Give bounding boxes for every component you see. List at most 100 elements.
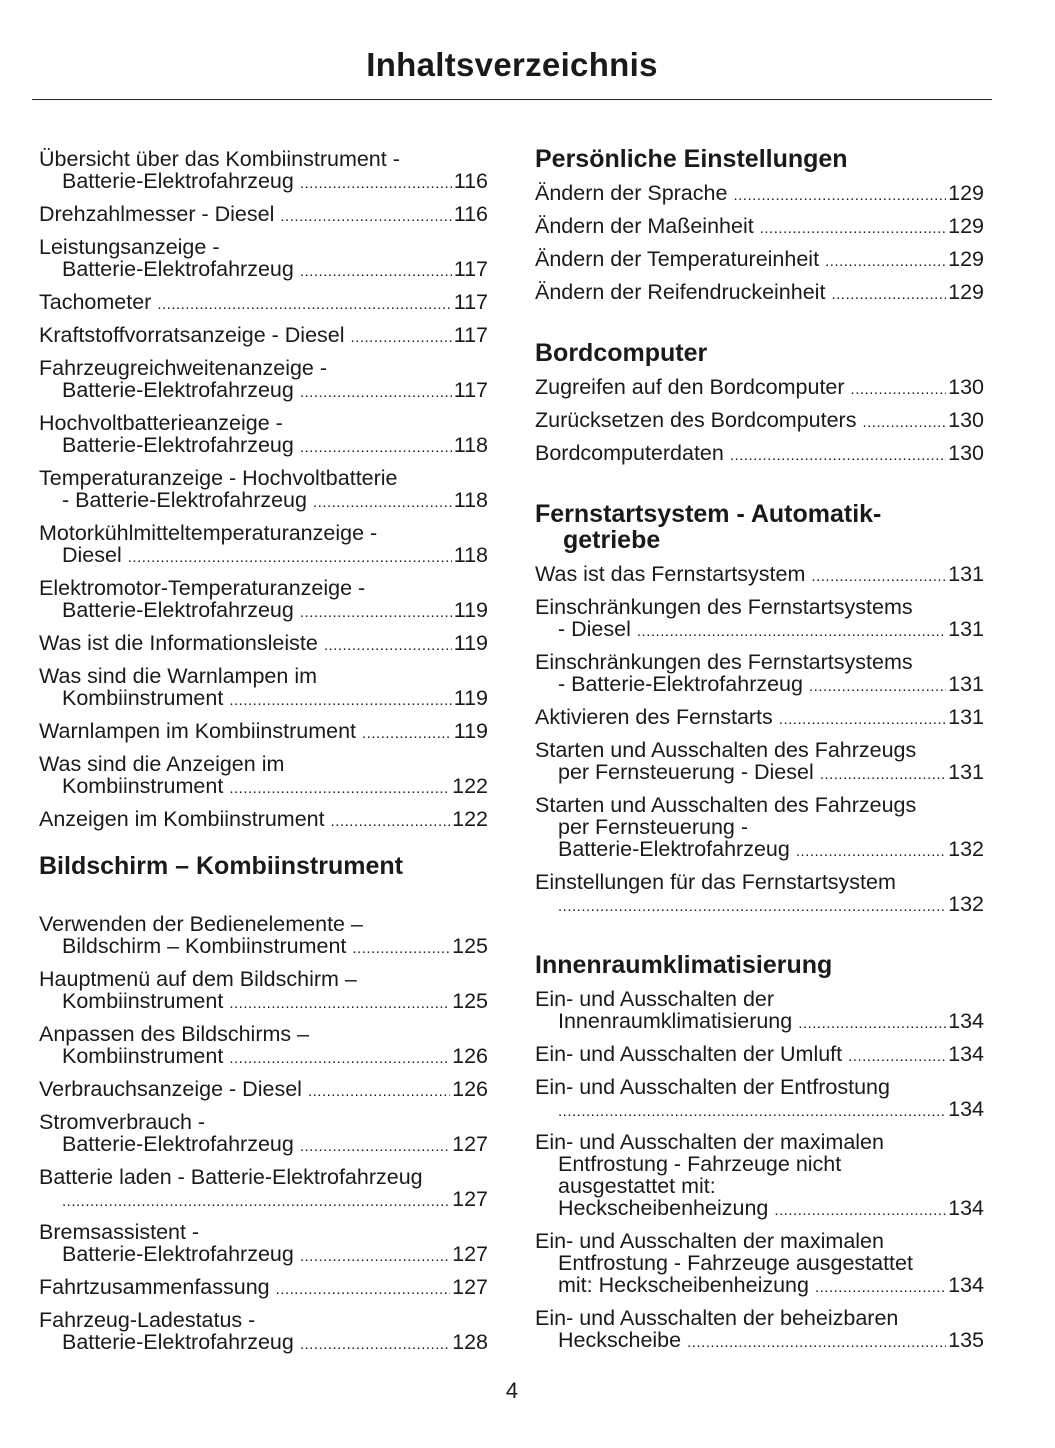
toc-page-number[interactable]: 119: [453, 686, 488, 710]
toc-page-number[interactable]: 119: [453, 631, 488, 655]
toc-page-number[interactable]: 119: [453, 719, 488, 743]
toc-page-number[interactable]: 122: [452, 774, 488, 798]
toc-entry[interactable]: Fahrzeug-Ladestatus - Batterie-Elektrofah…: [39, 1309, 488, 1356]
toc-page-number[interactable]: 131: [948, 672, 984, 696]
leader-dots: ........................................…: [299, 1336, 450, 1353]
toc-entry[interactable]: Was sind die Anzeigen im Kombiinstrument.…: [39, 753, 488, 800]
toc-entry[interactable]: Motorkühlmitteltemperaturanzeige - Diesel…: [39, 522, 488, 569]
toc-entry[interactable]: Ein- und Ausschalten der Innenraumklimati…: [535, 988, 984, 1035]
toc-page-number[interactable]: 122: [452, 807, 488, 831]
toc-page-number[interactable]: 125: [452, 934, 488, 958]
toc-entry[interactable]: Bremsassistent - Batterie-Elektrofahrzeug…: [39, 1221, 488, 1268]
toc-entry[interactable]: Übersicht über das Kombiinstrument - Batt…: [39, 148, 488, 195]
toc-entry[interactable]: Ein- und Ausschalten der Umluft.........…: [535, 1043, 984, 1068]
toc-page-number[interactable]: 129: [948, 181, 984, 205]
toc-page-number[interactable]: 126: [452, 1044, 488, 1068]
toc-entry[interactable]: Tachometer..............................…: [39, 291, 488, 316]
toc-page-number[interactable]: 134: [948, 1009, 984, 1033]
toc-entry[interactable]: Hauptmenü auf dem Bildschirm – Kombiinstr…: [39, 968, 488, 1015]
toc-entry[interactable]: Ändern der Reifendruckeinheit...........…: [535, 281, 984, 306]
toc-entry[interactable]: Leistungsanzeige - Batterie-Elektrofahrze…: [39, 236, 488, 283]
toc-entry[interactable]: Ändern der Sprache......................…: [535, 182, 984, 207]
toc-entry[interactable]: Bordcomputerdaten.......................…: [535, 442, 984, 467]
toc-page-number[interactable]: 131: [948, 562, 984, 586]
toc-entry-text: Anzeigen im Kombiinstrument: [39, 807, 325, 831]
toc-page-number[interactable]: 127: [452, 1242, 488, 1266]
toc-page-number[interactable]: 117: [453, 290, 488, 314]
toc-page-number[interactable]: 129: [948, 280, 984, 304]
toc-entry[interactable]: Drehzahlmesser - Diesel.................…: [39, 203, 488, 228]
toc-entry-last-line: - Diesel................................…: [535, 618, 984, 643]
toc-entry[interactable]: Elektromotor-Temperaturanzeige - Batterie…: [39, 577, 488, 624]
toc-entry[interactable]: Kraftstoffvorratsanzeige - Diesel.......…: [39, 324, 488, 349]
toc-entry[interactable]: Fahrtzusammenfassung....................…: [39, 1276, 488, 1301]
toc-entry-text: Zurücksetzen des Bordcomputers: [535, 408, 857, 432]
toc-entry[interactable]: Hochvoltbatterieanzeige - Batterie-Elektr…: [39, 412, 488, 459]
toc-entry[interactable]: Starten und Ausschalten des Fahrzeugs per…: [535, 739, 984, 786]
toc-entry[interactable]: Starten und Ausschalten des Fahrzeugs per…: [535, 794, 984, 863]
toc-page-number[interactable]: 134: [948, 1196, 984, 1220]
toc-page-number[interactable]: 130: [948, 408, 984, 432]
toc-entry[interactable]: Warnlampen im Kombiinstrument...........…: [39, 720, 488, 745]
toc-page-number[interactable]: 116: [453, 202, 488, 226]
toc-page-number[interactable]: 117: [453, 323, 488, 347]
toc-page-number[interactable]: 118: [453, 488, 488, 512]
toc-page-number[interactable]: 129: [948, 214, 984, 238]
toc-entry[interactable]: Ein- und Ausschalten der beheizbaren Heck…: [535, 1307, 984, 1354]
toc-entry[interactable]: Verbrauchsanzeige - Diesel..............…: [39, 1078, 488, 1103]
toc-page-number[interactable]: 118: [453, 543, 488, 567]
toc-entry[interactable]: Was ist die Informationsleiste..........…: [39, 632, 488, 657]
toc-entry[interactable]: Batterie laden - Batterie-Elektrofahrzeu…: [39, 1166, 488, 1213]
toc-page-number[interactable]: 131: [948, 760, 984, 784]
toc-entry[interactable]: Anzeigen im Kombiinstrument.............…: [39, 808, 488, 833]
toc-page-number[interactable]: 130: [948, 375, 984, 399]
toc-entry[interactable]: Stromverbrauch - Batterie-Elektrofahrzeug…: [39, 1111, 488, 1158]
toc-entry[interactable]: Temperaturanzeige - Hochvoltbatterie - Ba…: [39, 467, 488, 514]
toc-page-number[interactable]: 129: [948, 247, 984, 271]
toc-page-number[interactable]: 132: [948, 837, 984, 861]
toc-entry-text: Einschränkungen des Fernstartsystems: [535, 595, 913, 619]
toc-entry-last-line: Kraftstoffvorratsanzeige - Diesel.......…: [39, 324, 488, 349]
toc-page-number[interactable]: 132: [948, 892, 984, 916]
toc-entry[interactable]: Ein- und Ausschalten der maximalen Entfro…: [535, 1131, 984, 1222]
toc-page-number[interactable]: 130: [948, 441, 984, 465]
toc-entry[interactable]: Anpassen des Bildschirms – Kombiinstrumen…: [39, 1023, 488, 1070]
toc-entry-text: Was sind die Anzeigen im: [39, 752, 285, 776]
toc-page-number[interactable]: 125: [452, 989, 488, 1013]
toc-entry[interactable]: Was ist das Fernstartsystem.............…: [535, 563, 984, 588]
toc-page-number[interactable]: 131: [948, 617, 984, 641]
toc-entry-text: Einschränkungen des Fernstartsystems: [535, 650, 913, 674]
toc-entry[interactable]: Einschränkungen des Fernstartsystems - Ba…: [535, 651, 984, 698]
toc-entry-text: Was ist die Informationsleiste: [39, 631, 318, 655]
toc-page-number[interactable]: 128: [452, 1330, 488, 1354]
toc-page-number[interactable]: 127: [452, 1187, 488, 1211]
toc-entry-text: Kraftstoffvorratsanzeige - Diesel: [39, 323, 345, 347]
toc-page-number[interactable]: 126: [452, 1077, 488, 1101]
toc-entry-last-line: Was ist die Informationsleiste..........…: [39, 632, 488, 657]
toc-page-number[interactable]: 117: [453, 378, 488, 402]
toc-entry[interactable]: Zugreifen auf den Bordcomputer..........…: [535, 376, 984, 401]
toc-page-number[interactable]: 127: [452, 1275, 488, 1299]
toc-entry[interactable]: Ändern der Temperatureinheit............…: [535, 248, 984, 273]
toc-page-number[interactable]: 116: [453, 169, 488, 193]
toc-page-number[interactable]: 134: [948, 1042, 984, 1066]
toc-page-number[interactable]: 134: [948, 1097, 984, 1121]
toc-page-number[interactable]: 134: [948, 1273, 984, 1297]
toc-entry[interactable]: Ein- und Ausschalten der Entfrostung....…: [535, 1076, 984, 1123]
toc-page-number[interactable]: 135: [948, 1328, 984, 1352]
toc-entry[interactable]: Einschränkungen des Fernstartsystems - Di…: [535, 596, 984, 643]
toc-entry[interactable]: Ein- und Ausschalten der maximalen Entfro…: [535, 1230, 984, 1299]
toc-entry[interactable]: Was sind die Warnlampen im Kombiinstrumen…: [39, 665, 488, 712]
toc-page-number[interactable]: 119: [453, 598, 488, 622]
toc-entry[interactable]: Zurücksetzen des Bordcomputers..........…: [535, 409, 984, 434]
toc-page-number[interactable]: 117: [453, 257, 488, 281]
toc-page-number[interactable]: 131: [948, 705, 984, 729]
toc-entry[interactable]: Einstellungen für das Fernstartsystem...…: [535, 871, 984, 918]
toc-page-number[interactable]: 118: [453, 433, 488, 457]
toc-entry[interactable]: Fahrzeugreichweitenanzeige - Batterie-Ele…: [39, 357, 488, 404]
toc-page-number[interactable]: 127: [452, 1132, 488, 1156]
toc-entry[interactable]: Verwenden der Bedienelemente – Bildschirm…: [39, 913, 488, 960]
toc-entry[interactable]: Aktivieren des Fernstarts...............…: [535, 706, 984, 731]
toc-entry[interactable]: Ändern der Maßeinheit...................…: [535, 215, 984, 240]
toc-entry-last-line: Kombiinstrument.........................…: [39, 1045, 488, 1070]
